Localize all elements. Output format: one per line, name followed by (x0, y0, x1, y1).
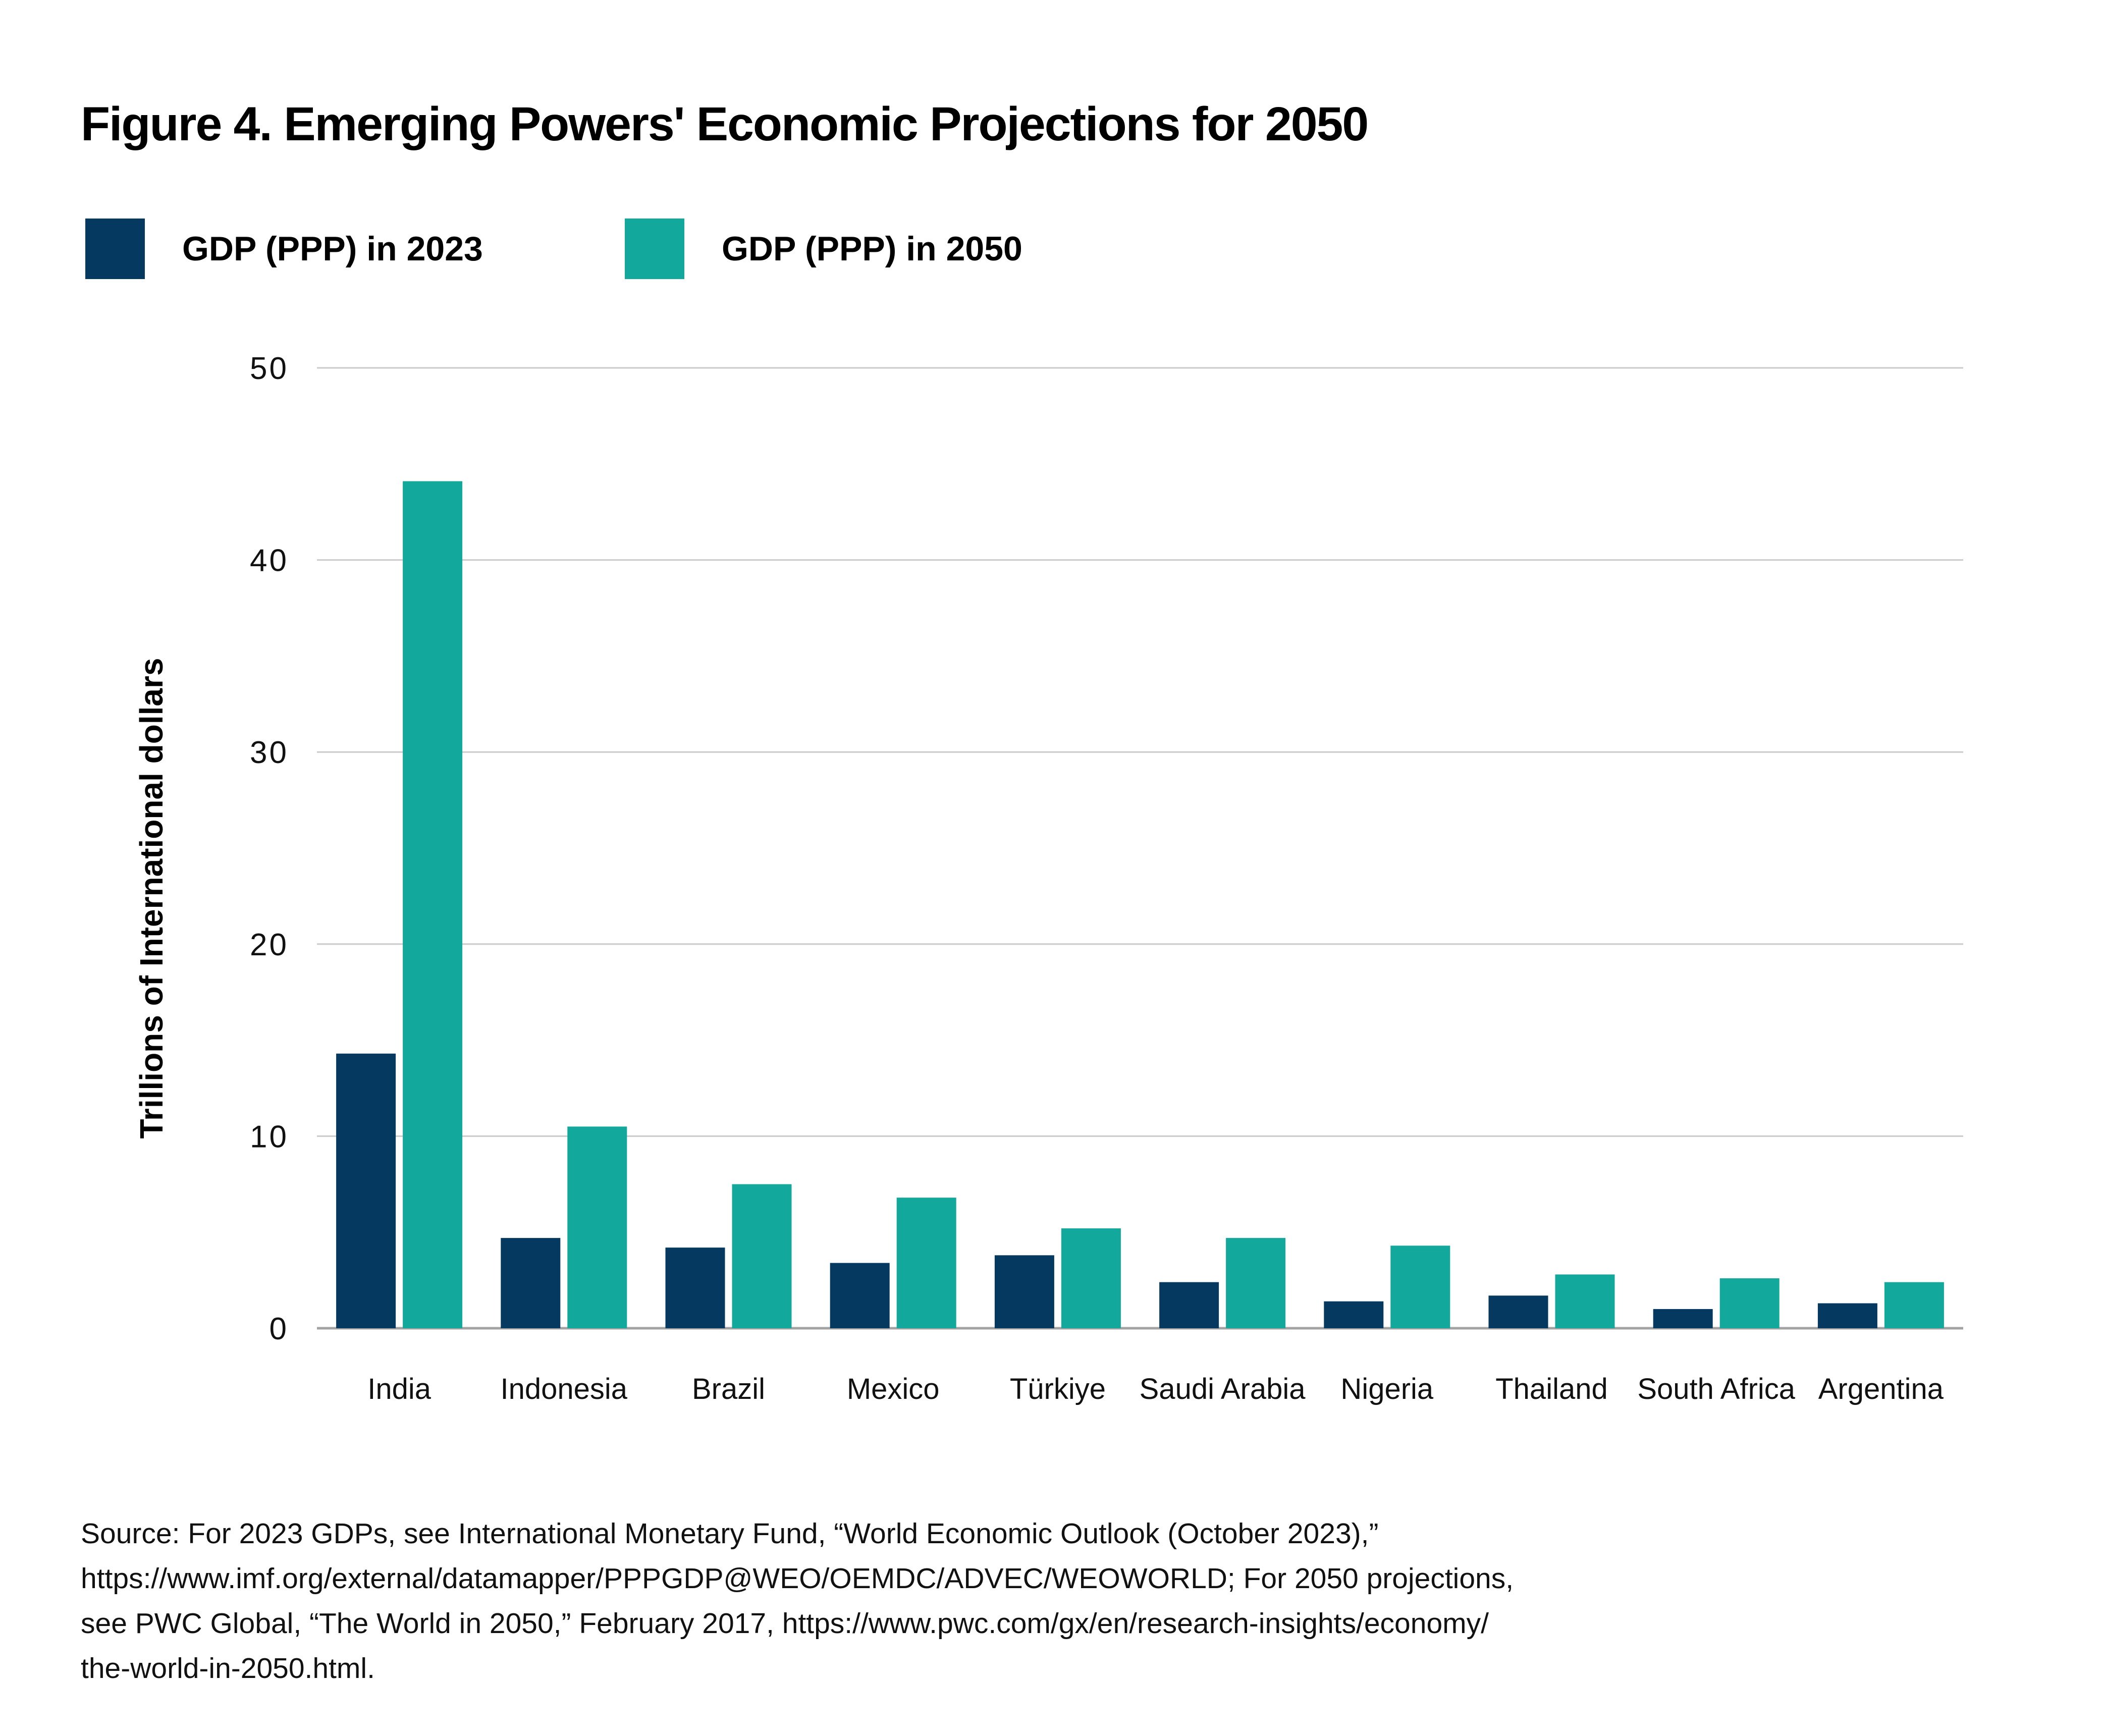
x-tick-label-nigeria: Nigeria (1340, 1373, 1433, 1405)
legend-swatch-2050 (625, 219, 684, 279)
bar-türkiye-2023 (994, 1255, 1054, 1328)
bar-indonesia-2050 (567, 1126, 627, 1328)
bar-nigeria-2050 (1390, 1245, 1450, 1328)
bar-india-2023 (336, 1053, 396, 1328)
x-tick-label-south-africa: South Africa (1637, 1373, 1795, 1405)
y-tick-label-40: 40 (250, 544, 289, 578)
bar-south-africa-2023 (1653, 1309, 1713, 1328)
bar-saudi-arabia-2050 (1226, 1238, 1286, 1328)
legend: GDP (PPP) in 2023 GDP (PPP) in 2050 (0, 219, 2103, 279)
source-line: the-world-in-2050.html. (81, 1652, 375, 1685)
bar-thailand-2050 (1555, 1274, 1615, 1328)
bar-argentina-2023 (1817, 1303, 1877, 1328)
x-tick-label-türkiye: Türkiye (1010, 1373, 1106, 1405)
legend-label-2023: GDP (PPP) in 2023 (182, 230, 483, 268)
source-line: see PWC Global, “The World in 2050,” Feb… (81, 1607, 1489, 1640)
y-tick-label-20: 20 (250, 928, 289, 962)
y-tick-label-30: 30 (250, 735, 289, 770)
x-tick-label-indonesia: Indonesia (501, 1373, 628, 1405)
x-tick-label-india: India (367, 1373, 432, 1405)
bar-thailand-2023 (1488, 1295, 1548, 1328)
bar-india-2050 (403, 481, 463, 1329)
bar-mexico-2050 (896, 1198, 956, 1328)
source-line: https://www.imf.org/external/datamapper/… (81, 1562, 1514, 1595)
source-line: Source: For 2023 GDPs, see International… (81, 1517, 1379, 1550)
legend-item-2050: GDP (PPP) in 2050 (625, 219, 1022, 279)
bar-south-africa-2050 (1719, 1278, 1780, 1328)
bar-indonesia-2023 (501, 1238, 561, 1328)
bar-saudi-arabia-2023 (1159, 1282, 1219, 1328)
legend-swatch-2023 (85, 219, 145, 279)
y-tick-label-10: 10 (250, 1119, 289, 1154)
bar-argentina-2050 (1884, 1282, 1944, 1328)
y-axis-title: Trillions of International dollars (133, 658, 170, 1139)
bar-brazil-2023 (665, 1247, 725, 1328)
y-tick-label-50: 50 (250, 351, 289, 386)
x-tick-label-saudi-arabia: Saudi Arabia (1140, 1373, 1306, 1405)
x-tick-label-mexico: Mexico (847, 1373, 940, 1405)
x-tick-label-argentina: Argentina (1818, 1373, 1944, 1405)
bar-türkiye-2050 (1061, 1228, 1121, 1328)
bar-brazil-2050 (732, 1184, 792, 1328)
y-tick-label-0: 0 (269, 1312, 289, 1346)
figure-title: Figure 4. Emerging Powers' Economic Proj… (81, 97, 1369, 151)
legend-label-2050: GDP (PPP) in 2050 (722, 230, 1022, 268)
source-note: Source: For 2023 GDPs, see International… (81, 1511, 1514, 1691)
x-tick-label-thailand: Thailand (1495, 1373, 1607, 1405)
bar-mexico-2023 (830, 1263, 890, 1328)
bar-nigeria-2023 (1324, 1301, 1384, 1328)
legend-item-2023: GDP (PPP) in 2023 (85, 219, 483, 279)
x-tick-label-brazil: Brazil (692, 1373, 765, 1405)
